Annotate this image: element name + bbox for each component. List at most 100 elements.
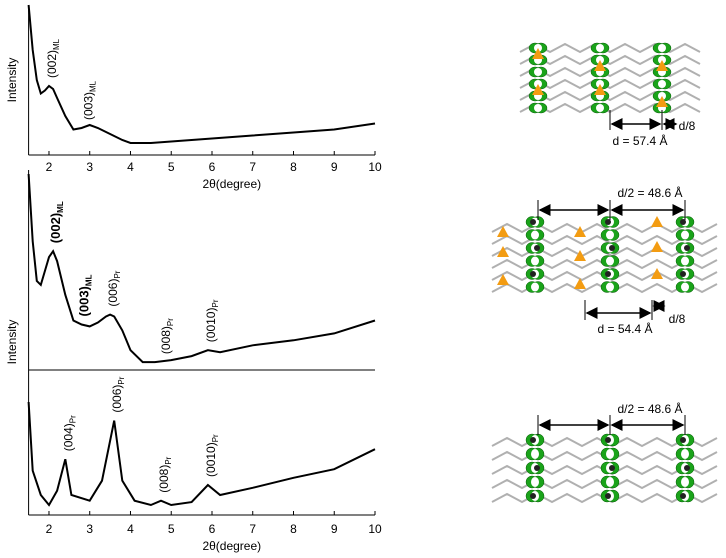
- dot: [680, 493, 686, 499]
- guest: [651, 268, 663, 279]
- y-axis-label: Intensity: [5, 58, 19, 103]
- peak-label: (003)ML: [77, 274, 94, 316]
- molecule-core: [531, 282, 539, 292]
- dot: [684, 245, 690, 251]
- schematics: d/8 d = 57.4 Å d/2 = 48.6 Å d/8 d = 54.4 Å d/…: [491, 42, 718, 504]
- peak-index: (002): [48, 213, 63, 243]
- molecule-core: [534, 68, 542, 76]
- molecule-core: [606, 282, 614, 292]
- x-tick-label: 9: [331, 160, 338, 174]
- curve: [27, 173, 376, 364]
- molecule-core: [606, 256, 614, 266]
- molecule-core: [658, 44, 666, 52]
- molecule-core: [606, 477, 614, 487]
- layer: [519, 42, 701, 54]
- dot: [605, 219, 611, 225]
- molecule-core: [681, 449, 689, 459]
- peak-label: (008)Pr: [159, 318, 175, 354]
- molecule-core: [531, 477, 539, 487]
- x-tick-label: 7: [249, 522, 256, 536]
- layer: [519, 66, 701, 78]
- guest: [574, 226, 586, 237]
- dimension-label: d = 57.4 Å: [612, 133, 667, 148]
- x-tick-label: 5: [168, 160, 175, 174]
- peak-index: (003): [77, 286, 92, 316]
- guest: [497, 246, 509, 257]
- molecule-core: [658, 80, 666, 88]
- layer: [491, 222, 718, 234]
- x-tick-label: 5: [168, 522, 175, 536]
- dimension-label: d/8: [669, 312, 686, 326]
- x-tick-label: 7: [249, 160, 256, 174]
- peak-label: (002)ML: [48, 201, 65, 243]
- peak-subscript: Pr: [68, 415, 77, 423]
- molecule-core: [531, 230, 539, 240]
- layer: [519, 90, 701, 102]
- layer: [519, 54, 701, 66]
- guest: [651, 216, 663, 227]
- dot: [684, 465, 690, 471]
- x-tick-label: 8: [290, 160, 297, 174]
- peak-label: (0010)Pr: [204, 299, 220, 342]
- x-tick-label: 6: [209, 160, 216, 174]
- x-tick-label: 2: [46, 522, 53, 536]
- guest: [656, 96, 668, 107]
- peak-index: (0010): [204, 442, 218, 477]
- x-tick-label: 3: [86, 522, 93, 536]
- x-tick-label: 6: [209, 522, 216, 536]
- x-axis-label: 2θ(degree): [202, 539, 261, 553]
- layer: [519, 78, 701, 90]
- peak-subscript: ML: [56, 201, 65, 213]
- peak-label: (006)Pr: [106, 270, 122, 306]
- guest: [651, 241, 663, 252]
- peak-label: (004)Pr: [61, 415, 77, 451]
- peak-index: (004): [61, 423, 75, 451]
- molecule-core: [681, 477, 689, 487]
- molecule-core: [606, 230, 614, 240]
- peak-subscript: Pr: [117, 376, 126, 384]
- dot: [680, 219, 686, 225]
- dot: [609, 245, 615, 251]
- x-axis-label: 2θ(degree): [202, 177, 261, 191]
- molecule-core: [596, 44, 604, 52]
- x-tick-label: 10: [368, 160, 382, 174]
- peak-label: (008)Pr: [157, 456, 173, 492]
- peak-index: (003): [82, 92, 96, 120]
- peak-subscript: Pr: [166, 318, 175, 326]
- dot: [530, 271, 536, 277]
- x-tick-label: 9: [331, 522, 338, 536]
- dimension-label: d/8: [679, 119, 696, 133]
- peak-subscript: Pr: [113, 270, 122, 278]
- peak-subscript: Pr: [211, 299, 220, 307]
- molecule-core: [534, 104, 542, 112]
- x-tick-label: 2: [46, 160, 53, 174]
- peak-label: (002)ML: [45, 38, 61, 78]
- guest: [532, 84, 544, 95]
- guest: [574, 250, 586, 261]
- curve: [27, 4, 376, 144]
- peak-index: (006): [110, 385, 124, 413]
- peak-label: (006)Pr: [110, 376, 126, 412]
- x-tick-label: 8: [290, 522, 297, 536]
- peak-subscript: ML: [85, 274, 94, 286]
- peak-index: (002): [45, 50, 59, 78]
- guest: [574, 278, 586, 289]
- dimension-label: d/2 = 48.6 Å: [617, 401, 682, 416]
- molecule-core: [531, 256, 539, 266]
- peak-index: (008): [159, 326, 173, 354]
- dot: [605, 437, 611, 443]
- dimension-label: d/2 = 48.6 Å: [617, 185, 682, 200]
- guest: [497, 274, 509, 285]
- guest: [594, 84, 606, 95]
- peak-index: (006): [106, 279, 120, 307]
- peak-index: (0010): [204, 308, 218, 343]
- molecule-core: [606, 449, 614, 459]
- peak-subscript: ML: [52, 38, 61, 50]
- peak-index: (008): [157, 465, 171, 493]
- molecule-core: [681, 230, 689, 240]
- x-tick-label: 10: [368, 522, 382, 536]
- peak-subscript: ML: [89, 80, 98, 92]
- peak-label: (0010)Pr: [204, 434, 220, 477]
